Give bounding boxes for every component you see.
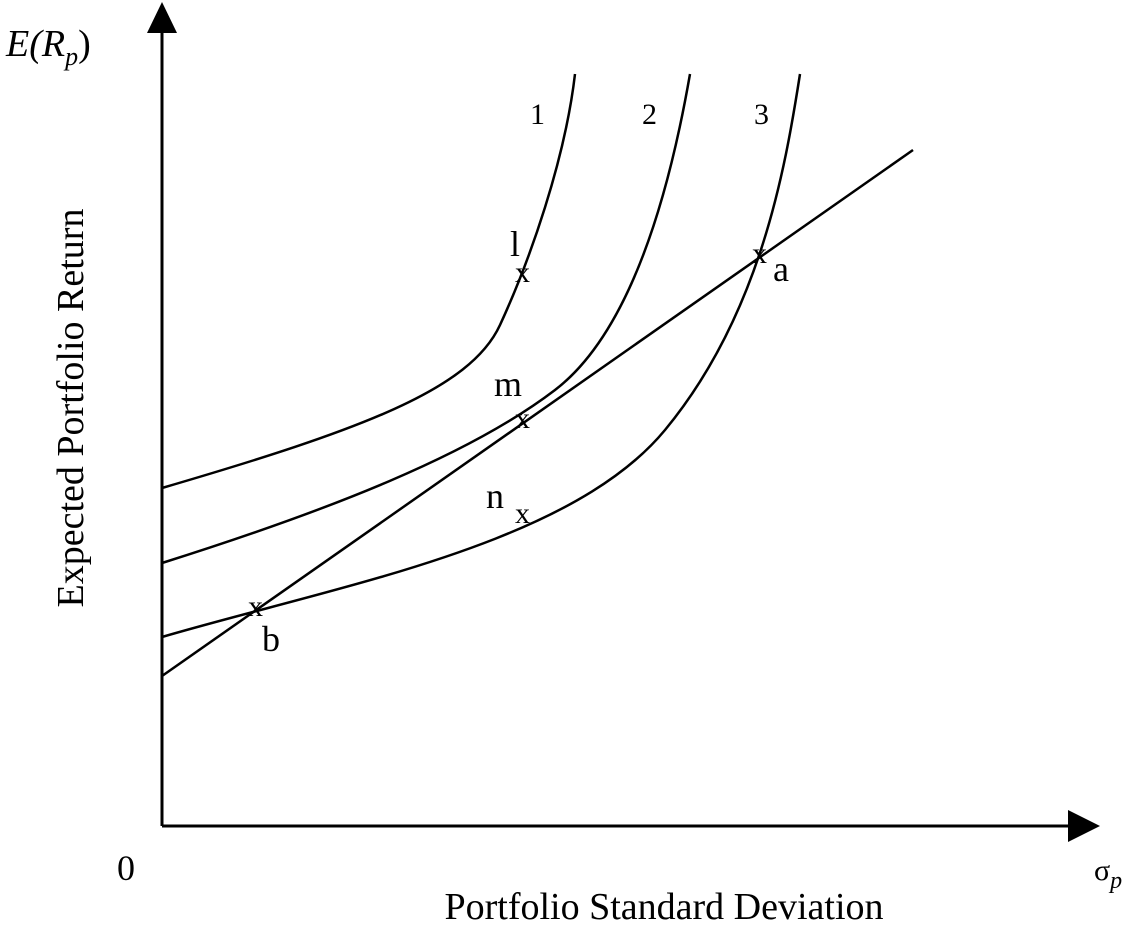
curve-2-label: 2 [642, 98, 657, 131]
point-m-marker: x [515, 402, 530, 435]
point-l-label: l [510, 224, 520, 264]
curve-1-label: 1 [530, 98, 545, 131]
point-n-label: n [486, 476, 504, 516]
curve-3-label: 3 [754, 98, 769, 131]
origin-label: 0 [117, 848, 135, 888]
indifference-curve-1 [161, 73, 577, 490]
point-n-marker: x [515, 497, 530, 530]
point-m-label: m [494, 364, 522, 404]
x-axis-title: Portfolio Standard Deviation [444, 886, 883, 928]
x-axis-symbol: σp [1094, 854, 1122, 894]
x-axis-arrowhead [1068, 810, 1100, 842]
opportunity-line [161, 148, 914, 678]
point-b-marker: x [248, 590, 263, 623]
indifference-curve-3 [161, 73, 802, 639]
y-axis-title: Expected Portfolio Return [50, 209, 92, 608]
y-axis-symbol: E(Rp) [5, 23, 91, 71]
point-b-label: b [262, 619, 280, 659]
indifference-curve-2 [161, 73, 692, 565]
point-l-marker: x [515, 256, 530, 289]
point-a-label: a [773, 249, 789, 289]
y-axis-arrowhead [147, 2, 177, 33]
point-a-marker: x [752, 237, 767, 270]
